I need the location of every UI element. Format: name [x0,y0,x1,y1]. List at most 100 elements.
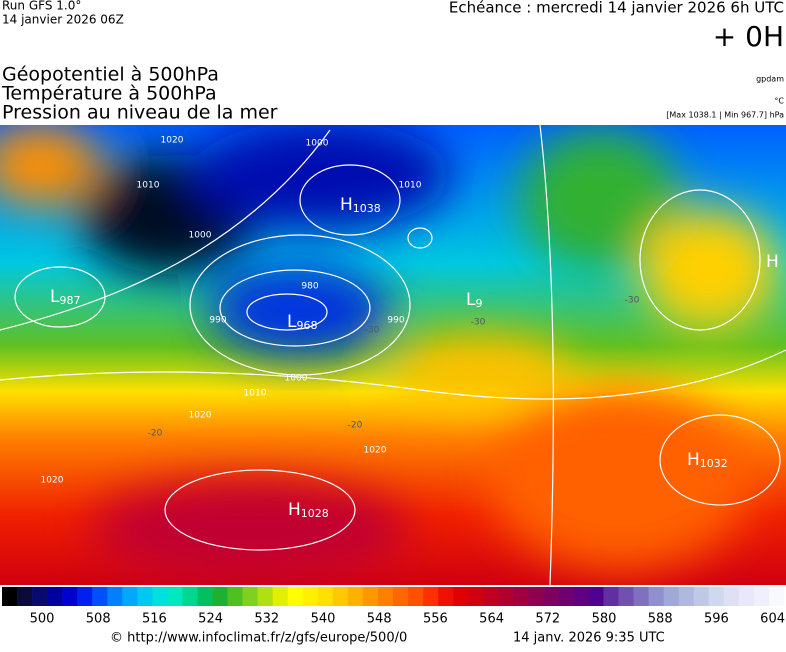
colorbar-swatch [287,587,304,606]
colorbar-swatch [768,587,785,606]
colorbar-swatch [498,587,514,606]
isobar-label: 1000 [189,231,212,241]
isobar-label: 990 [209,316,226,326]
colorbar-swatch [423,587,439,606]
colorbar-swatch [197,587,213,606]
colorbar-label: 588 [648,612,673,627]
run: Run GFS 1.0° [2,0,81,13]
colorbar-swatch [17,587,33,606]
colorbar-swatch [32,587,48,606]
colorbar-swatch [648,587,664,606]
colorbar-swatch [603,587,619,606]
colorbar-swatch [272,587,289,606]
colorbar-label: 532 [254,612,279,627]
title: Géopotentiel à 500hPa [2,64,219,86]
colorbar-label: 500 [30,612,55,627]
colorbar-swatch [2,587,18,606]
temperature-label: -30 [365,326,380,336]
colorbar-swatch [753,587,770,606]
pressure-center: H1032 [687,450,728,470]
colorbar-swatch [573,587,589,606]
colorbar-label: 556 [423,612,448,627]
temperature-label: -20 [348,421,363,431]
colorbar-swatch [167,587,183,606]
title: Température à 500hPa [1,83,217,105]
colorbar-swatch [663,587,680,606]
colorbar-swatch [47,587,63,606]
colorbar-swatch [242,587,258,606]
colorbar-swatch [257,587,273,606]
footer-time: 14 janv. 2026 9:35 UTC [513,631,665,646]
temperature-label: -20 [148,429,163,439]
pressure-center: L9 [466,290,482,310]
echeance: Echéance : mercredi 14 janvier 2026 6h U… [449,0,784,17]
pressure-center: L968 [287,312,317,332]
colorbar-swatch [633,587,649,606]
colorbar-swatch [362,587,379,606]
isobar-label: 1010 [137,181,160,191]
colorbar-swatch [528,587,544,606]
colorbar-swatch [543,587,559,606]
colorbar-swatch [152,587,168,606]
colorbar-swatch [182,587,198,606]
colorbar: 500 508 516 524 532 540 548 556 564 572 580 588 596 6… [2,587,785,627]
colorbar-label: 604 [760,612,785,627]
colorbar-label: 516 [142,612,167,627]
colorbar-label: 596 [704,612,729,627]
pressure-center: H1028 [288,500,329,520]
colorbar-swatch [438,587,454,606]
colorbar-swatch [377,587,394,606]
colorbar-swatch [618,587,634,606]
colorbar-swatch [212,587,228,606]
colorbar-label: 508 [86,612,111,627]
colorbar-swatch [137,587,153,606]
colorbar-label: 540 [311,612,336,627]
colorbar-swatch [62,587,78,606]
map [0,125,786,585]
colorbar-swatch [227,587,243,606]
isobar-label: 990 [387,316,404,326]
colorbar-swatch [513,587,529,606]
colorbar-swatch [453,587,469,606]
footer-url: © http://www.infoclimat.fr/z/gfs/europe/… [110,631,407,646]
colorbar-label: 572 [535,612,560,627]
colorbar-swatch [678,587,695,606]
offset: + 0H [713,20,784,53]
isobar-label: 1010 [399,181,422,191]
colorbar-label: 524 [198,612,223,627]
colorbar-swatch [393,587,409,606]
colorbar-swatch [723,587,740,606]
temperature-label: -30 [625,296,640,306]
isobar-label: 980 [301,282,318,292]
colorbar-label: 580 [592,612,617,627]
isobar-label: 1020 [161,136,184,146]
pressure-center: H1038 [340,195,381,215]
temperature-label: -30 [471,318,486,328]
colorbar-label: 564 [479,612,504,627]
unit: [Max 1038.1 | Min 967.7] hPa [666,111,784,120]
colorbar-swatch [408,587,424,606]
unit: gpdam [756,75,784,84]
pressure-center: H [766,252,779,272]
isobar-label: 1010 [244,389,267,399]
colorbar-swatch [708,587,725,606]
colorbar-swatch [693,587,710,606]
colorbar-swatch [122,587,138,606]
colorbar-swatch [558,587,574,606]
colorbar-swatch [468,587,484,606]
isobar-label: 1000 [285,374,308,384]
isobar-label: 1020 [41,476,64,486]
colorbar-swatch [332,587,349,606]
colorbar-swatch [107,587,123,606]
colorbar-label: 548 [367,612,392,627]
isobar-label: 1020 [364,446,387,456]
colorbar-swatch [302,587,319,606]
unit: °C [774,97,784,106]
colorbar-swatch [483,587,499,606]
title: Pression au niveau de la mer [2,102,278,124]
isobar-label: 1020 [189,411,212,421]
colorbar-swatch [317,587,334,606]
colorbar-swatch [738,587,755,606]
